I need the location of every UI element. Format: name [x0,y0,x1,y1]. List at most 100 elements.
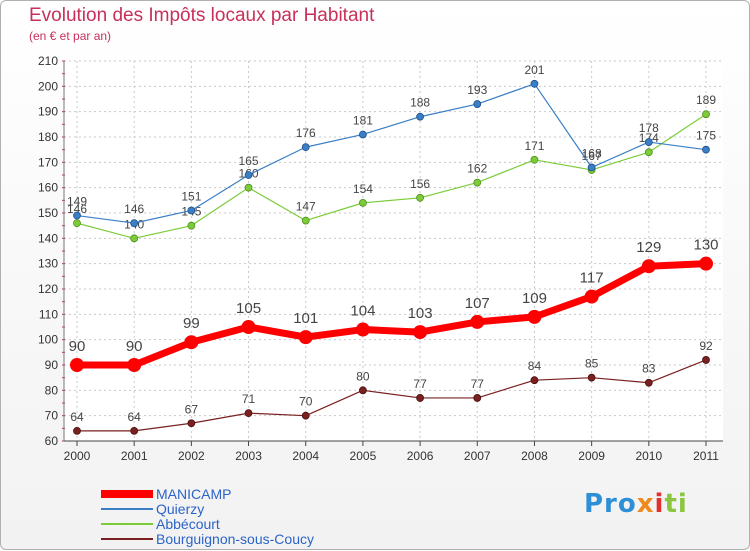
data-label: 149 [67,195,87,209]
series-line-bourguignon-sous-coucy [77,359,707,432]
data-point [241,320,256,334]
data-label: 175 [696,129,716,143]
data-label: 109 [522,290,547,307]
data-label: 64 [70,410,84,424]
data-label: 154 [353,182,373,196]
data-point [187,221,196,230]
data-label: 171 [524,139,544,153]
data-label: 71 [242,392,256,406]
data-point [130,219,139,228]
data-label: 168 [582,146,602,160]
data-point [187,206,196,215]
x-tick-label: 2007 [464,449,491,463]
data-label: 162 [467,162,487,176]
data-point [244,183,253,192]
data-label: 165 [239,154,259,168]
data-point [530,155,539,164]
data-point [416,193,424,202]
data-label: 84 [528,359,542,373]
data-point [644,138,653,146]
series-line-manicamp [77,260,707,369]
y-tick-label: 100 [38,333,58,347]
y-tick-label: 60 [45,434,59,448]
x-tick-label: 2006 [407,449,434,463]
legend-label: Quierzy [156,501,205,517]
data-label: 77 [413,377,427,391]
data-point [73,211,81,220]
x-tick-label: 2004 [292,449,319,463]
y-tick-label: 160 [38,181,58,195]
series-line-abb-court [76,113,707,239]
data-label: 103 [408,305,433,322]
data-point [530,376,539,385]
data-label: 80 [356,369,370,383]
y-tick-label: 180 [38,130,58,144]
chart-title: Evolution des Impôts locaux par Habitant [29,5,375,26]
data-label: 176 [296,126,316,140]
y-tick-label: 130 [38,257,58,271]
data-point [187,419,196,428]
x-tick-label: 2008 [521,449,548,463]
y-tick-label: 200 [38,79,58,93]
data-point [702,356,710,364]
data-label: 117 [580,270,604,287]
data-label: 130 [693,237,718,254]
data-label: 83 [642,362,656,376]
data-point [416,112,424,121]
data-point [359,130,367,139]
data-label: 77 [471,377,485,391]
data-point [702,110,710,119]
legend-swatch [101,538,153,540]
data-point [699,256,713,271]
data-point [413,325,428,340]
data-point [298,330,313,345]
y-tick-label: 90 [45,358,59,372]
data-label: 193 [467,83,487,97]
legend-swatch [101,490,153,498]
data-point [244,171,253,179]
proxiti-logo: Proxiti [584,489,688,519]
data-label: 90 [126,338,143,355]
data-point [301,143,310,152]
data-point [644,378,653,387]
data-point [702,145,710,154]
data-point [473,394,482,402]
data-point [527,309,542,324]
data-point [587,373,596,382]
data-point [301,216,310,225]
x-tick-label: 2011 [693,449,719,463]
data-point [359,198,367,207]
series-line-quierzy [76,83,707,224]
data-label: 92 [699,339,713,353]
data-point [130,234,139,243]
data-label: 156 [410,177,430,191]
data-point [641,259,656,274]
y-tick-label: 110 [39,307,58,321]
data-label: 99 [183,315,200,332]
legend-swatch [101,523,153,525]
legend-label: Abbécourt [156,516,220,532]
x-tick-label: 2005 [350,449,377,463]
data-label: 129 [636,239,661,256]
y-tick-label: 120 [38,282,58,296]
data-label: 107 [465,295,490,312]
data-label: 147 [296,200,316,214]
data-label: 70 [299,395,313,409]
data-point [470,314,485,329]
y-tick-label: 80 [45,383,59,397]
data-point [584,289,599,304]
data-point [473,178,482,187]
y-tick-label: 70 [45,409,59,423]
data-point [73,219,81,228]
data-point [416,394,424,402]
data-label: 146 [124,202,144,216]
data-point [70,358,84,372]
y-tick-label: 210 [38,54,58,68]
data-point [127,358,142,372]
y-tick-label: 150 [38,206,58,220]
data-label: 104 [350,303,375,320]
data-point [355,322,370,337]
data-label: 105 [236,300,261,317]
data-label: 101 [293,310,318,327]
